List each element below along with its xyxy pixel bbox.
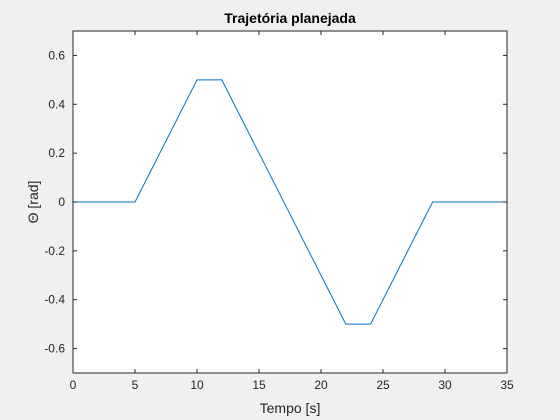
x-tick-label: 35 [500,378,514,392]
x-tick-label: 15 [252,378,266,392]
series-layer [73,79,507,325]
y-tick-label: -0.6 [44,342,65,356]
y-tick-label: 0.4 [48,97,65,111]
x-axis-label: Tempo [s] [260,400,321,416]
chart-title: Trajetória planejada [224,10,356,26]
y-tick-label: 0.6 [48,48,65,62]
y-tick-label: -0.2 [44,244,65,258]
axes: 0 5 10 15 20 25 30 35 -0.6 -0.4 -0.2 0 0.2 0.4 0.6 [44,30,514,392]
x-tick-label: 25 [376,378,390,392]
y-tick-label: 0 [58,195,65,209]
x-tick-label: 30 [438,378,452,392]
x-ticks: 0 5 10 15 20 25 30 35 [70,31,514,392]
x-tick-label: 5 [132,378,139,392]
y-ticks: -0.6 -0.4 -0.2 0 0.2 0.4 0.6 [44,48,507,356]
y-tick-label: -0.4 [44,293,65,307]
x-tick-label: 0 [70,378,77,392]
y-axis-label: Θ [rad] [25,181,41,224]
series-line-0 [73,79,507,325]
y-tick-label: 0.2 [48,146,65,160]
x-tick-label: 20 [314,378,328,392]
x-tick-label: 10 [190,378,204,392]
